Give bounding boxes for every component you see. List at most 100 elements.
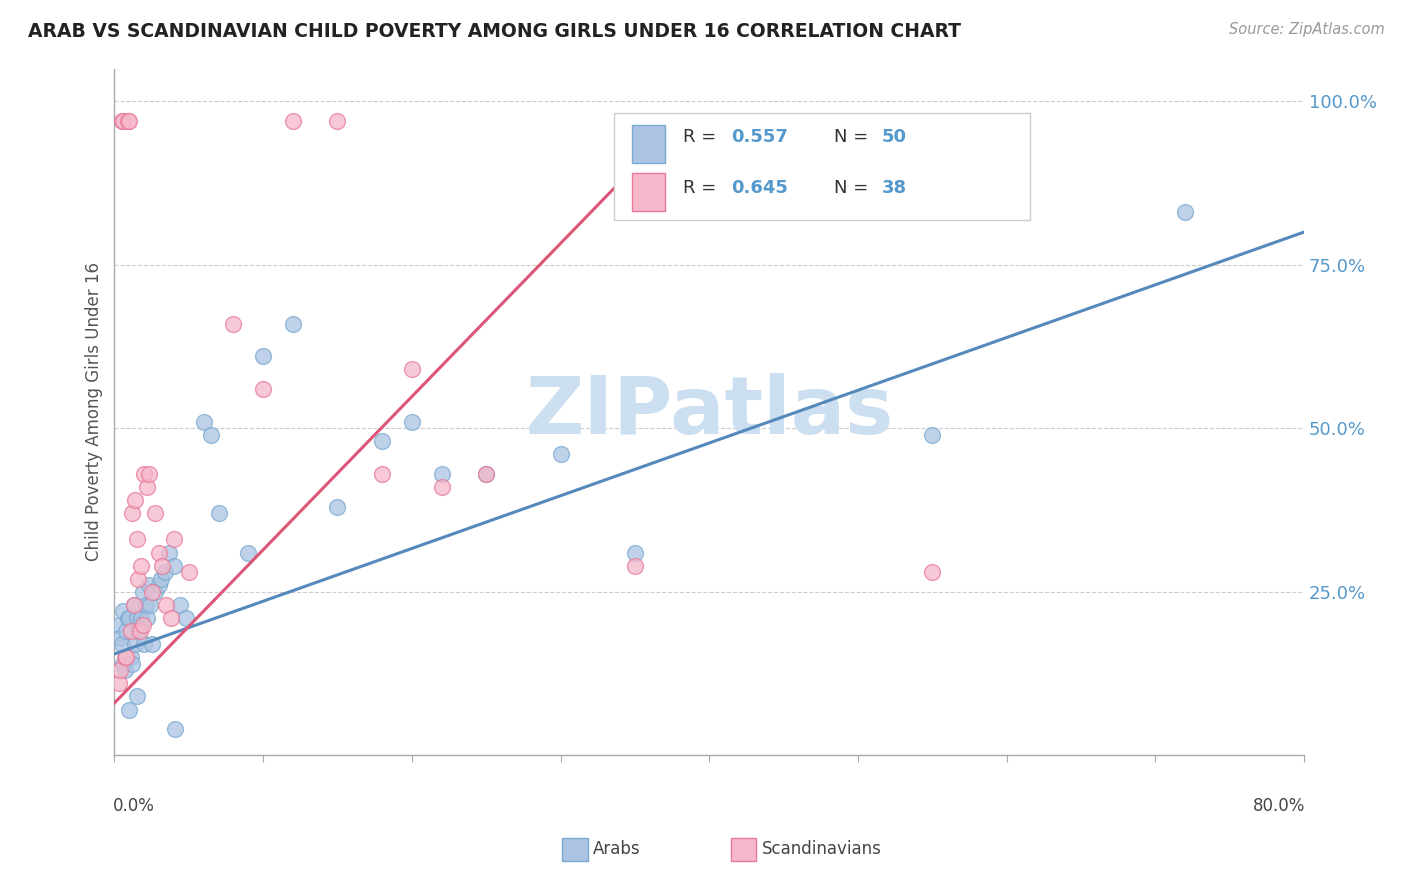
Point	[127, 572, 149, 586]
Point	[401, 415, 423, 429]
Point	[252, 382, 274, 396]
Text: 0.645: 0.645	[731, 178, 787, 196]
Point	[117, 113, 139, 128]
Text: Arabs: Arabs	[593, 840, 641, 858]
Point	[124, 493, 146, 508]
Point	[122, 598, 145, 612]
Point	[371, 434, 394, 449]
Point	[160, 611, 183, 625]
Y-axis label: Child Poverty Among Girls Under 16: Child Poverty Among Girls Under 16	[86, 262, 103, 561]
Point	[163, 558, 186, 573]
Text: ARAB VS SCANDINAVIAN CHILD POVERTY AMONG GIRLS UNDER 16 CORRELATION CHART: ARAB VS SCANDINAVIAN CHILD POVERTY AMONG…	[28, 22, 962, 41]
Point	[136, 480, 159, 494]
Point	[111, 113, 134, 128]
Point	[550, 447, 572, 461]
Point	[401, 362, 423, 376]
Point	[118, 702, 141, 716]
Point	[108, 617, 131, 632]
Point	[475, 467, 498, 481]
Text: Source: ZipAtlas.com: Source: ZipAtlas.com	[1229, 22, 1385, 37]
Point	[125, 690, 148, 704]
Point	[430, 480, 453, 494]
FancyBboxPatch shape	[631, 126, 665, 163]
Point	[326, 500, 349, 514]
Point	[177, 565, 200, 579]
Point	[121, 506, 143, 520]
Point	[118, 611, 141, 625]
Point	[163, 533, 186, 547]
Point	[111, 637, 134, 651]
Point	[430, 467, 453, 481]
Point	[148, 578, 170, 592]
Point	[326, 113, 349, 128]
Point	[139, 598, 162, 612]
Point	[371, 467, 394, 481]
Text: N =: N =	[834, 128, 875, 145]
Point	[252, 349, 274, 363]
Text: 0.0%: 0.0%	[114, 797, 155, 814]
Point	[200, 427, 222, 442]
Point	[117, 611, 139, 625]
Point	[108, 676, 131, 690]
FancyBboxPatch shape	[614, 113, 1031, 219]
Point	[281, 113, 304, 128]
Point	[128, 624, 150, 638]
Point	[124, 637, 146, 651]
Text: R =: R =	[683, 178, 723, 196]
Point	[624, 558, 647, 573]
Point	[207, 506, 229, 520]
Point	[143, 506, 166, 520]
Point	[141, 584, 163, 599]
Point	[115, 624, 138, 638]
Point	[129, 611, 152, 625]
Point	[110, 631, 132, 645]
Point	[153, 565, 176, 579]
Point	[921, 427, 943, 442]
Point	[138, 578, 160, 592]
Point	[150, 558, 173, 573]
Point	[112, 113, 135, 128]
Point	[125, 611, 148, 625]
Point	[159, 545, 181, 559]
Point	[148, 545, 170, 559]
Text: 38: 38	[882, 178, 907, 196]
Text: ZIPatlas: ZIPatlas	[524, 373, 893, 451]
Point	[921, 565, 943, 579]
Point	[222, 317, 245, 331]
Point	[169, 598, 191, 612]
Point	[136, 611, 159, 625]
Point	[128, 617, 150, 632]
Text: R =: R =	[683, 128, 723, 145]
Text: 80.0%: 80.0%	[1253, 797, 1305, 814]
Point	[134, 467, 156, 481]
Point	[135, 598, 157, 612]
Point	[134, 637, 156, 651]
Point	[165, 722, 187, 736]
Point	[624, 545, 647, 559]
Point	[129, 558, 152, 573]
Point	[120, 650, 142, 665]
Text: N =: N =	[834, 178, 875, 196]
Point	[149, 572, 172, 586]
Point	[131, 584, 153, 599]
Text: 0.557: 0.557	[731, 128, 787, 145]
Point	[120, 624, 142, 638]
Point	[475, 467, 498, 481]
Point	[118, 113, 141, 128]
Text: Scandinavians: Scandinavians	[762, 840, 882, 858]
Point	[122, 598, 145, 612]
Point	[112, 604, 135, 618]
Point	[174, 611, 197, 625]
Point	[281, 317, 304, 331]
Point	[112, 657, 135, 671]
Point	[138, 467, 160, 481]
Point	[127, 624, 149, 638]
Point	[115, 650, 138, 665]
Point	[143, 584, 166, 599]
Point	[125, 533, 148, 547]
FancyBboxPatch shape	[631, 173, 665, 211]
Point	[1174, 205, 1197, 219]
Point	[110, 663, 132, 677]
Point	[193, 415, 215, 429]
Point	[155, 598, 177, 612]
